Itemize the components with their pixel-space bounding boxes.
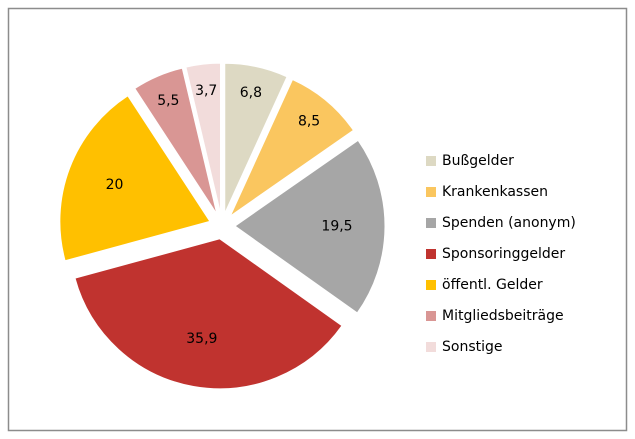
legend-swatch	[426, 342, 436, 352]
legend-label: öffentl. Gelder	[442, 277, 543, 293]
pie-slice	[134, 67, 218, 215]
legend-label: Mitgliedsbeiträge	[442, 308, 564, 324]
legend-swatch	[426, 249, 436, 259]
legend-label: Bußgelder	[442, 153, 514, 169]
data-label: 6,8	[240, 85, 262, 101]
pie-slice	[59, 95, 211, 262]
pie: 6,8 8,5 19,5 35,9 20 5,5 3,7	[59, 62, 386, 390]
data-label: 5,5	[157, 93, 179, 109]
pie-slice	[224, 62, 288, 214]
pie-slice	[229, 78, 355, 218]
pie-slice	[234, 139, 386, 314]
legend-label: Krankenkassen	[442, 184, 548, 200]
pie-slice	[74, 238, 343, 390]
data-label: 3,7	[195, 83, 217, 99]
legend-swatch	[426, 280, 436, 290]
legend: Bußgelder Krankenkassen Spenden (anonym) Sp…	[426, 153, 576, 355]
pie-slice	[185, 62, 221, 214]
data-label: 20	[106, 177, 124, 193]
legend-swatch	[426, 156, 436, 166]
legend-swatch	[426, 218, 436, 228]
legend-label: Spenden (anonym)	[442, 215, 576, 231]
data-label: 19,5	[321, 219, 352, 235]
legend-label: Sonstige	[442, 339, 503, 355]
legend-label: Sponsoringgelder	[442, 246, 565, 262]
data-label: 35,9	[186, 331, 217, 347]
legend-swatch	[426, 311, 436, 321]
legend-swatch	[426, 187, 436, 197]
data-label: 8,5	[298, 114, 320, 130]
